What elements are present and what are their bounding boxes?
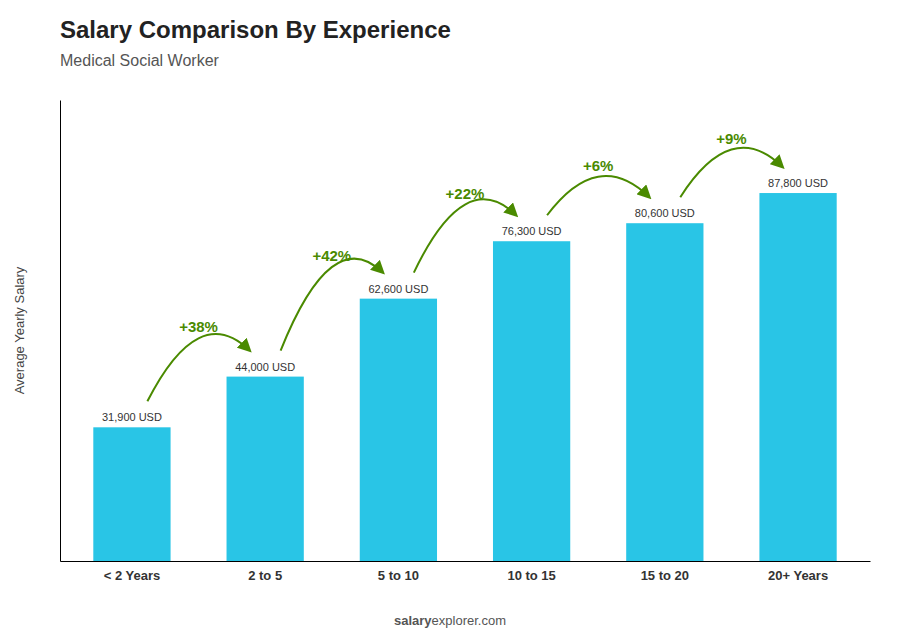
footer-part: explorer.com — [432, 613, 506, 628]
data-labels: 31,900 USD 44,000 USD 62,600 USD 76,300 USD… — [102, 177, 828, 423]
x-tick: 20+ Years — [768, 568, 828, 583]
x-tick: < 2 Years — [104, 568, 161, 583]
change-label: +6% — [583, 157, 613, 174]
x-axis-line — [61, 561, 871, 562]
y-axis — [60, 101, 61, 562]
change-arrow — [680, 148, 782, 197]
data-label: 31,900 USD — [102, 411, 162, 423]
x-tick-label: < 2 Years — [104, 568, 161, 583]
change-arrow — [547, 176, 649, 215]
plot: < 2 Years 2 to 5 5 to 10 10 to 15 15 to 20 20… — [61, 101, 871, 584]
change-annotations: +38% +42% +22% +6% +9% — [147, 130, 782, 402]
x-tick-label: 10 to 15 — [507, 568, 555, 583]
x-tick-label: 15 to 20 — [641, 568, 689, 583]
data-label: 80,600 USD — [635, 207, 695, 219]
x-tick: 2 to 5 — [248, 568, 282, 583]
footer: salaryexplorer.com — [394, 613, 506, 628]
subtitle: Medical Social Worker — [60, 52, 220, 69]
x-tick-label: 20+ Years — [768, 568, 828, 583]
change-label: +9% — [716, 130, 746, 147]
change-arrow — [414, 199, 516, 272]
footer-part: salary — [394, 613, 432, 628]
bar — [493, 241, 570, 561]
bar — [626, 223, 703, 561]
x-tick: 5 to 10 — [378, 568, 419, 583]
chart: Salary Comparison By Experience Medical S… — [0, 0, 900, 641]
change-arrow — [147, 334, 249, 401]
x-tick-label: 5 to 10 — [378, 568, 419, 583]
x-tick-label: 2 to 5 — [248, 568, 282, 583]
change-label: +42% — [312, 247, 351, 264]
y-axis-title: Average Yearly Salary — [12, 266, 27, 394]
x-tick: 10 to 15 — [507, 568, 555, 583]
bar — [759, 193, 836, 561]
x-axis: < 2 Years 2 to 5 5 to 10 10 to 15 15 to 20 20… — [61, 562, 871, 584]
x-tick: 15 to 20 — [641, 568, 689, 583]
data-label: 44,000 USD — [235, 361, 295, 373]
data-label: 62,600 USD — [368, 283, 428, 295]
title: Salary Comparison By Experience — [60, 16, 451, 43]
bars — [93, 193, 836, 561]
change-label: +22% — [446, 185, 485, 202]
bar — [227, 377, 304, 561]
change-label: +38% — [179, 318, 218, 335]
bar — [93, 427, 170, 561]
data-label: 76,300 USD — [502, 225, 562, 237]
change-arrow — [281, 259, 383, 351]
bar — [360, 299, 437, 561]
y-axis-line — [60, 101, 61, 562]
data-label: 87,800 USD — [768, 177, 828, 189]
